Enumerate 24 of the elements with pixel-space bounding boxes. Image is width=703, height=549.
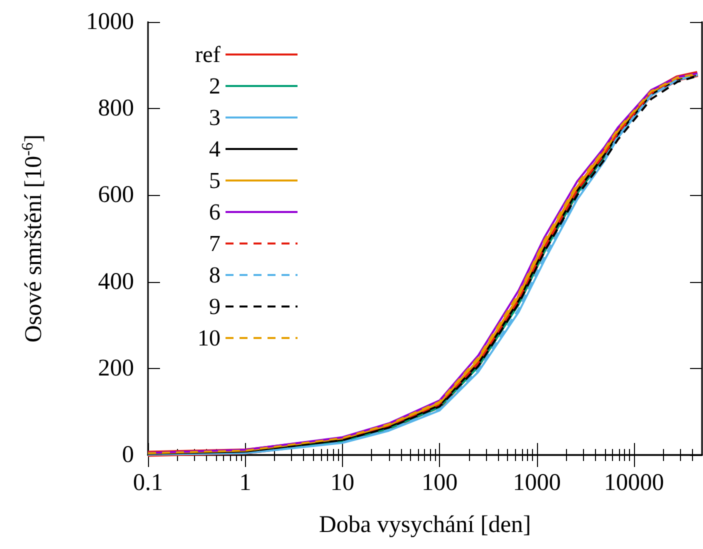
legend-label: 8 (209, 262, 221, 288)
y-tick-label: 0 (122, 442, 134, 468)
x-tick-label: 0.1 (133, 470, 163, 496)
legend-label: 6 (209, 200, 221, 224)
y-tick-label: 600 (98, 182, 134, 208)
legend-label: ref (194, 42, 221, 67)
x-tick-label: 1 (239, 470, 252, 496)
legend-label: 5 (209, 168, 221, 193)
legend-label: 10 (198, 326, 221, 350)
y-tick-label: 1000 (86, 9, 134, 35)
y-axis-title: Osové smrštění [10-6] (20, 134, 47, 342)
x-tick-label: 100 (422, 470, 458, 496)
legend-label: 2 (209, 74, 221, 98)
legend-label: 4 (209, 136, 222, 162)
x-axis-title: Doba vysychání [den] (319, 512, 531, 538)
x-tick-label: 10 (330, 470, 354, 496)
x-tick-label: 10000 (604, 470, 664, 496)
legend-label: 7 (209, 231, 221, 256)
y-tick-label: 200 (98, 355, 134, 382)
legend-label: 3 (209, 105, 221, 130)
y-tick-label: 400 (98, 268, 134, 295)
y-tick-label: 800 (98, 96, 134, 122)
x-tick-label: 1000 (512, 470, 561, 496)
legend-label: 9 (209, 294, 221, 319)
